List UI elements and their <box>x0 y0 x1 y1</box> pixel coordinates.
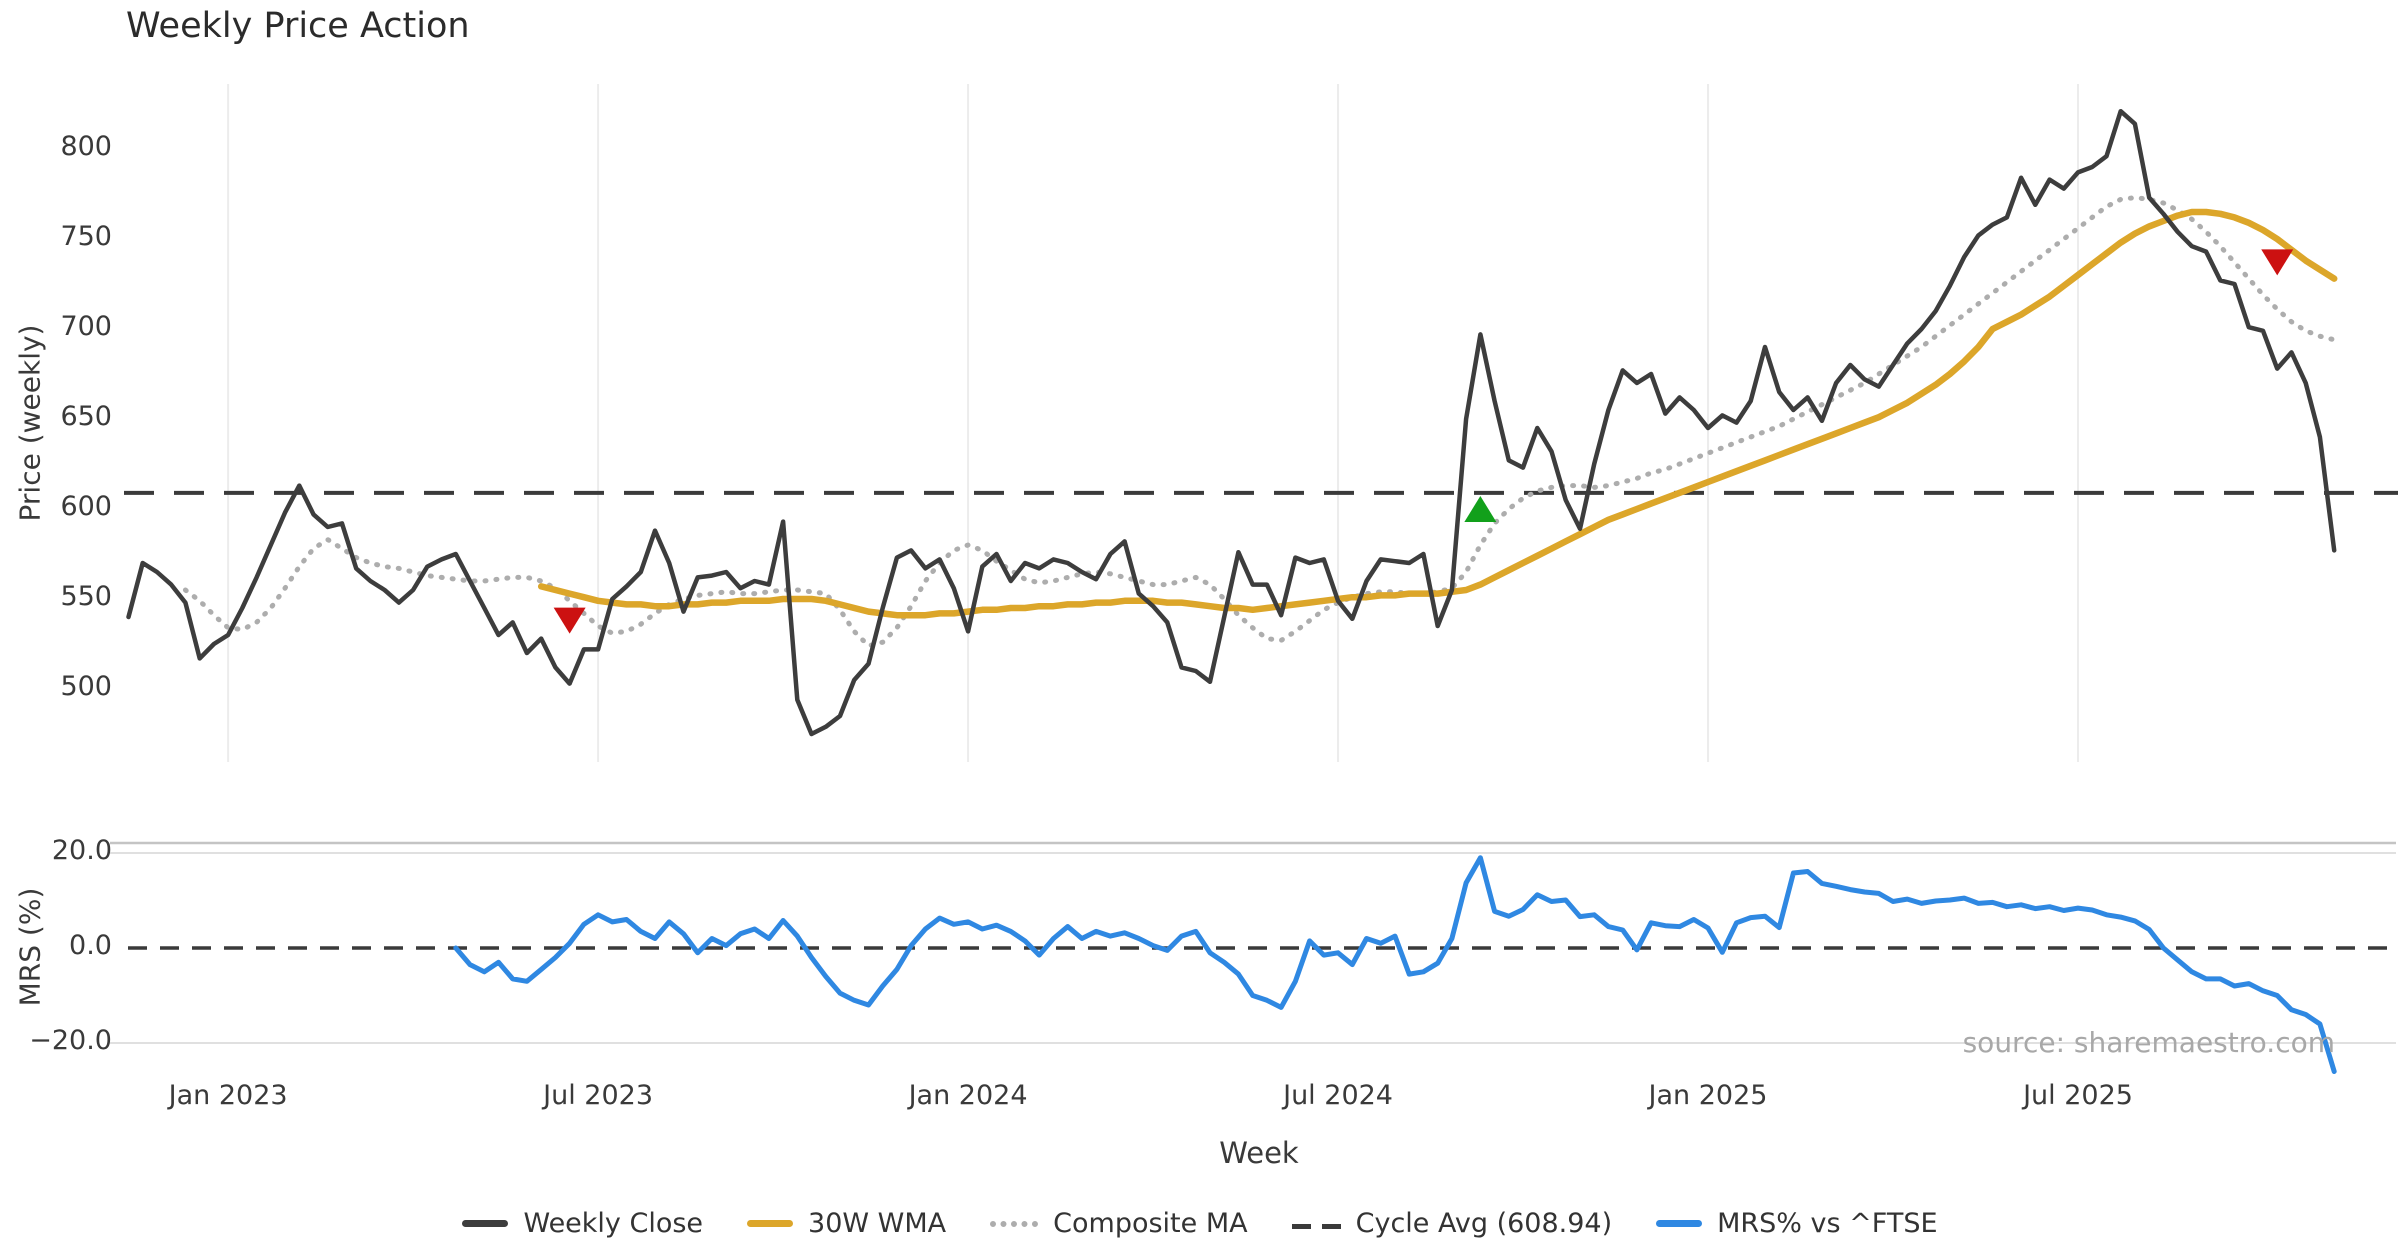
mrs-tick-label: 0.0 <box>69 930 112 961</box>
legend-item-composite: Composite MA <box>990 1208 1248 1239</box>
weekly-close-line <box>126 108 2337 737</box>
trade-markers <box>553 249 2294 634</box>
price-tick-label: 500 <box>60 671 112 702</box>
mrs-tick-label: 20.0 <box>51 835 112 866</box>
weekly-close-line-swatch-icon <box>462 1220 509 1227</box>
legend-label: Cycle Avg (608.94) <box>1355 1208 1613 1239</box>
legend-item-wma: 30W WMA <box>747 1208 946 1239</box>
legend-label: MRS% vs ^FTSE <box>1717 1208 1938 1239</box>
wma-30w-line <box>537 208 2338 619</box>
legend-item-mrs: MRS% vs ^FTSE <box>1656 1208 1938 1239</box>
composite-ma-swatch-icon <box>990 1220 1039 1227</box>
wma-line-swatch-icon <box>747 1220 794 1227</box>
x-tick-label: Jul 2024 <box>1283 1080 1393 1111</box>
legend-label: Composite MA <box>1053 1208 1248 1239</box>
mrs-gridlines <box>110 841 2396 1044</box>
sell-marker-icon <box>2261 249 2294 276</box>
composite-ma-line <box>182 195 2337 649</box>
legend-label: 30W WMA <box>808 1208 947 1239</box>
price-tick-label: 700 <box>60 311 112 342</box>
mrs-line <box>453 855 2337 1074</box>
mrs-line-swatch-icon <box>1656 1220 1703 1227</box>
price-tick-label: 750 <box>60 221 112 252</box>
price-tick-label: 800 <box>60 131 112 162</box>
mrs-tick-label: −20.0 <box>29 1025 112 1056</box>
x-tick-label: Jan 2025 <box>1648 1080 1768 1111</box>
legend: Weekly Close 30W WMA Composite MA Cycle … <box>0 1208 2400 1239</box>
price-tick-label: 550 <box>60 581 112 612</box>
legend-item-weekly-close: Weekly Close <box>462 1208 703 1239</box>
x-tick-label: Jul 2023 <box>543 1080 654 1111</box>
x-tick-label: Jan 2023 <box>168 1080 288 1111</box>
sell-marker-icon <box>553 607 586 634</box>
x-axis-label: Week <box>1219 1136 1299 1170</box>
legend-label: Weekly Close <box>523 1208 704 1239</box>
chart-title: Weekly Price Action <box>126 6 470 46</box>
legend-item-cycle-avg: Cycle Avg (608.94) <box>1291 1208 1613 1239</box>
price-tick-label: 600 <box>60 491 112 522</box>
x-tick-label: Jan 2024 <box>908 1080 1028 1111</box>
x-tick-label: Jul 2025 <box>2023 1080 2133 1111</box>
vertical-gridlines <box>227 84 2080 762</box>
buy-marker-icon <box>1464 496 1497 522</box>
source-watermark: source: sharemaestro.com <box>1962 1026 2335 1059</box>
price-tick-label: 650 <box>60 401 112 432</box>
